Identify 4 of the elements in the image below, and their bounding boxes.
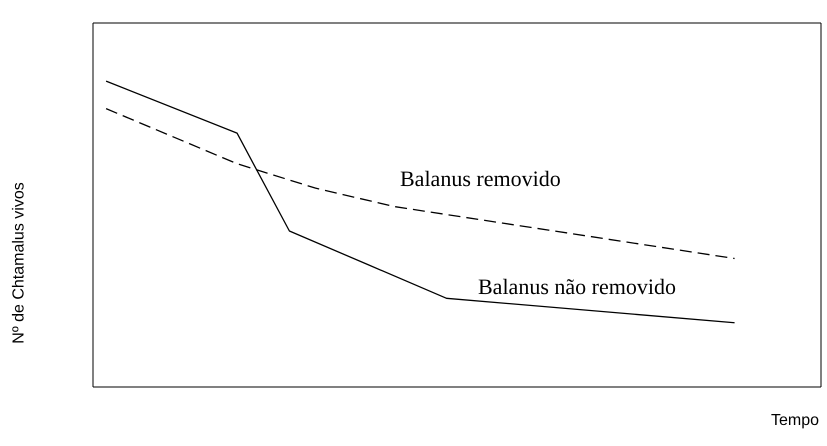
y-axis-title: Nº de Chtamalus vivos — [11, 182, 29, 344]
series-label: Balanus removido — [400, 166, 561, 192]
x-axis-title: Tempo — [770, 412, 819, 430]
series-label: Balanus não removido — [478, 274, 676, 300]
